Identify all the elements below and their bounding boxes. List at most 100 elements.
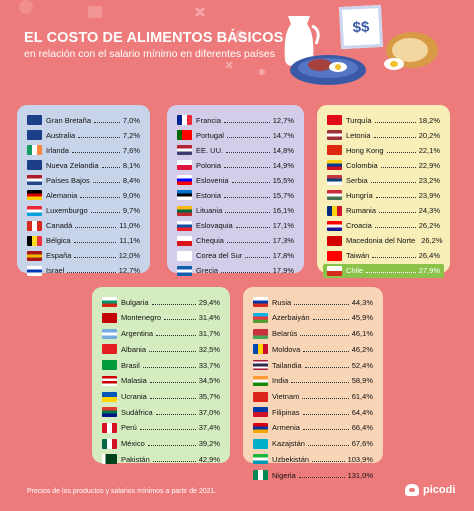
country-row: Azerbaiyán 45,9%: [253, 311, 373, 325]
country-name: Israel: [46, 266, 65, 276]
country-row: Croacia 26,2%: [327, 219, 440, 233]
country-name: Nueva Zelandia: [46, 160, 99, 170]
country-value: 17,8%: [272, 251, 294, 261]
country-row: Alemania 9,0%: [27, 188, 140, 202]
country-value: 103,9%: [347, 454, 373, 464]
leader-dots: [164, 319, 196, 321]
country-name: Pakistán: [121, 454, 150, 464]
country-value: 14,9%: [272, 160, 294, 170]
country-value: 31,4%: [198, 313, 220, 323]
country-flag-icon: [27, 160, 42, 171]
country-name: Portugal: [196, 130, 224, 140]
country-row: India 58,9%: [253, 374, 373, 388]
country-row: Colombia 22,9%: [327, 158, 440, 172]
leader-dots: [224, 166, 270, 168]
country-flag-icon: [327, 115, 342, 125]
leader-dots: [71, 151, 120, 153]
footer-note: Precios de los productos y salarios míni…: [27, 488, 217, 495]
country-value: 9,7%: [122, 206, 140, 216]
leader-dots: [147, 445, 196, 447]
country-name: Moldova: [272, 344, 301, 354]
leader-dots: [226, 242, 270, 244]
brand-logo: picodi: [405, 484, 455, 496]
leader-dots: [225, 212, 270, 214]
leader-dots: [300, 335, 349, 337]
country-name: Colombia: [346, 160, 378, 170]
leader-dots: [302, 398, 349, 399]
price-sign-label: $$: [352, 18, 370, 36]
leader-dots: [372, 257, 416, 259]
country-value: 17,1%: [272, 221, 294, 231]
country-row: Canadá 11,0%: [27, 219, 140, 233]
country-flag-icon: [177, 250, 192, 261]
country-flag-icon: [253, 470, 268, 481]
country-name: Macedonia del Norte: [346, 236, 416, 246]
page-subtitle: en relación con el salario mínimo en dif…: [24, 48, 275, 60]
country-flag-icon: [177, 265, 192, 276]
leader-dots: [386, 151, 416, 153]
country-value: 18,2%: [418, 115, 440, 125]
country-name: Letonia: [346, 130, 371, 140]
country-row: Estonia 15,7%: [177, 188, 294, 202]
country-flag-icon: [253, 422, 268, 433]
country-row: Filipinas 64,4%: [253, 405, 373, 419]
country-row: Kazajstán 67,6%: [253, 437, 373, 451]
country-name: Tailandia: [272, 360, 302, 370]
leader-dots: [312, 319, 349, 321]
country-flag-icon: [327, 145, 342, 156]
brand-name: picodi: [423, 484, 456, 496]
country-flag-icon: [177, 220, 192, 231]
country-name: Bélgica: [46, 236, 71, 246]
country-name: Taiwán: [346, 251, 370, 261]
country-name: Chile: [346, 266, 364, 276]
country-name: Eslovaquia: [196, 221, 233, 231]
country-value: 17,9%: [272, 266, 294, 276]
country-flag-icon: [177, 160, 192, 171]
panel-group-2: Francia 12,7% Portugal 14,7% EE. UU. 14,8% Pol…: [167, 105, 304, 276]
country-flag-icon: [27, 115, 42, 125]
country-value: 61,4%: [351, 392, 373, 401]
leader-dots: [139, 429, 196, 431]
leader-dots: [303, 350, 349, 352]
leader-dots: [80, 196, 120, 198]
country-name: Alemania: [46, 190, 78, 200]
leader-dots: [67, 272, 116, 274]
country-flag-icon: [102, 375, 117, 386]
country-flag-icon: [253, 344, 268, 355]
country-row: Ucrania 35,7%: [102, 389, 220, 403]
country-name: Francia: [196, 115, 222, 125]
country-value: 9,0%: [122, 190, 140, 200]
leader-dots: [224, 121, 270, 123]
country-flag-icon: [102, 407, 117, 418]
leader-dots: [226, 151, 270, 153]
country-name: India: [272, 376, 289, 386]
country-name: Chequia: [196, 236, 224, 246]
country-name: Argentina: [121, 329, 154, 339]
country-flag-icon: [327, 175, 342, 186]
country-name: Filipinas: [272, 407, 300, 417]
country-flag-icon: [327, 235, 342, 246]
country-name: Perú: [121, 423, 137, 433]
country-row: Hong Kong 22,1%: [327, 143, 440, 157]
country-value: 29,4%: [198, 297, 220, 307]
country-value: 34,5%: [198, 376, 220, 386]
country-flag-icon: [102, 422, 117, 433]
country-value: 37,0%: [198, 407, 220, 417]
country-row: Nigeria 131,0%: [253, 468, 373, 482]
country-name: Gran Bretaña: [46, 115, 92, 125]
country-name: Bulgaria: [121, 297, 149, 307]
country-value: 31,7%: [198, 329, 220, 339]
country-row: Uzbekistán 103,9%: [253, 452, 373, 466]
country-value: 46,1%: [351, 329, 373, 339]
country-row: Grecia 17,9%: [177, 264, 294, 278]
country-value: 67,6%: [351, 439, 373, 449]
country-value: 131,0%: [347, 470, 373, 480]
leader-dots: [142, 366, 196, 368]
country-value: 26,2%: [421, 236, 443, 246]
country-value: 23,9%: [418, 190, 440, 200]
leader-dots: [374, 121, 416, 123]
price-sign: $$: [338, 4, 384, 50]
country-value: 58,9%: [351, 376, 373, 386]
country-row: Irlanda 7,6%: [27, 143, 140, 157]
leader-dots: [149, 350, 196, 352]
